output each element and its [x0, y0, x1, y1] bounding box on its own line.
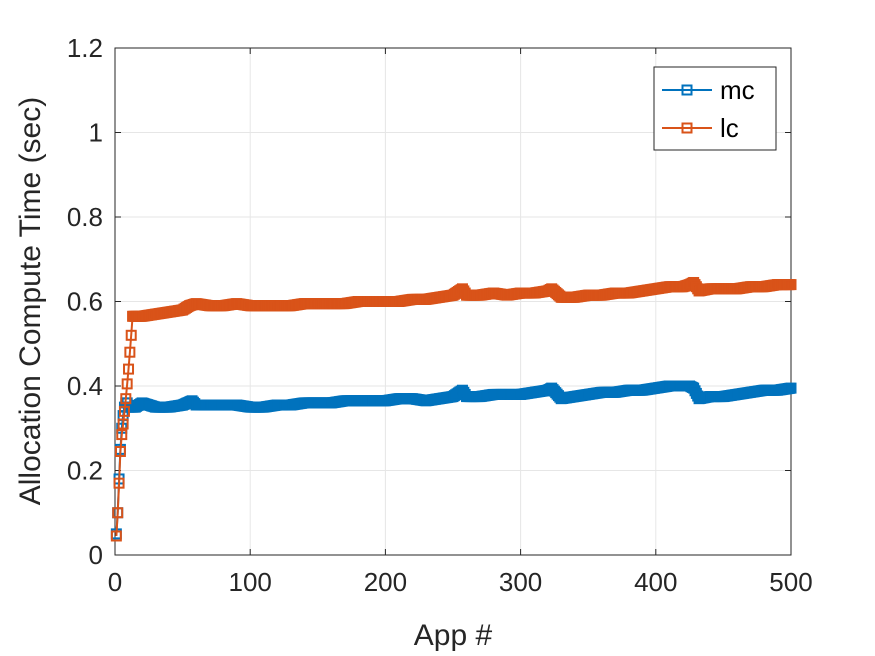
series-lines: [110, 276, 797, 542]
y-tick-label: 1: [89, 118, 103, 148]
series-markers-mc: [110, 380, 797, 540]
data-point-lc: [113, 477, 125, 489]
y-tick-label: 0.2: [67, 456, 103, 486]
legend-marker-lc: [681, 122, 693, 134]
x-tick-label: 400: [634, 567, 677, 597]
series-lc: [110, 276, 797, 542]
data-point-lc: [125, 329, 137, 341]
y-tick-label: 1.2: [67, 33, 103, 63]
legend-marker-mc: [681, 84, 693, 96]
x-tick-label: 300: [499, 567, 542, 597]
legend-box: [653, 66, 777, 151]
data-point-lc: [120, 393, 132, 405]
y-tick-label: 0.8: [67, 202, 103, 232]
legend: mc lc: [653, 66, 777, 151]
legend-label-mc: mc: [720, 75, 755, 105]
data-point-lc: [118, 405, 130, 417]
marker-lc: [784, 279, 796, 291]
series-markers-lc: [110, 276, 797, 542]
legend-entry-mc: mc: [662, 75, 755, 105]
data-point-lc: [114, 445, 126, 457]
x-tick-label: 200: [364, 567, 407, 597]
series-mc: [110, 380, 797, 540]
y-tick-label: 0.6: [67, 287, 103, 317]
data-point-lc: [110, 530, 122, 542]
x-tick-label: 0: [108, 567, 122, 597]
data-point-lc: [117, 418, 129, 430]
data-point-lc: [112, 507, 124, 519]
marker-mc: [784, 382, 796, 394]
data-point-lc: [121, 378, 133, 390]
data-point-lc: [123, 363, 135, 375]
tick-labels: 0 100 200 300 400 500 0 0.2 0.4 0.6 0.8 1 1.2: [67, 33, 813, 597]
y-tick-label: 0: [89, 540, 103, 570]
y-axis-label: Allocation Compute Time (sec): [14, 97, 47, 506]
x-tick-label: 500: [769, 567, 812, 597]
legend-label-lc: lc: [720, 113, 739, 143]
x-tick-label: 100: [229, 567, 272, 597]
y-tick-label: 0.4: [67, 371, 103, 401]
x-axis-label: App #: [414, 619, 493, 652]
data-point-lc: [116, 429, 128, 441]
legend-entry-lc: lc: [662, 113, 739, 143]
data-point-lc: [124, 346, 136, 358]
